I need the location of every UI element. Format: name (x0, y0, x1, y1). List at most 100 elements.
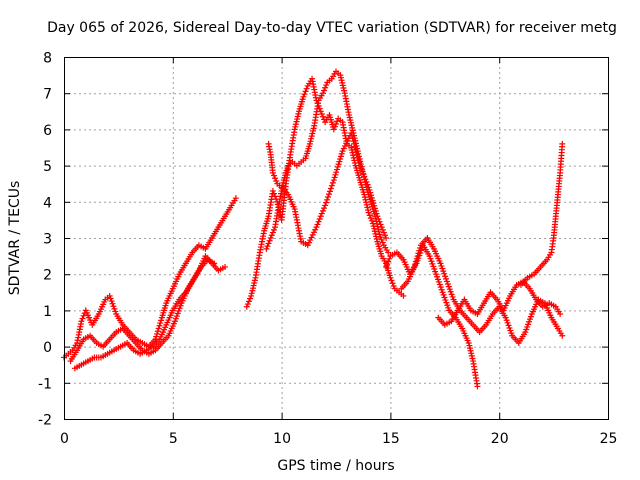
data-point (333, 169, 340, 176)
data-point (337, 156, 344, 163)
data-point (368, 217, 375, 224)
data-point (416, 247, 423, 254)
data-point (211, 260, 218, 267)
x-tick-label: 10 (273, 431, 291, 447)
data-point (330, 177, 337, 184)
data-point (323, 82, 330, 89)
data-point (362, 176, 369, 183)
data-point (325, 191, 332, 198)
data-point (371, 202, 378, 209)
data-point (322, 84, 329, 91)
data-point (358, 165, 365, 172)
y-tick-label: 6 (43, 123, 52, 139)
data-point (412, 261, 419, 268)
data-point (333, 120, 339, 127)
data-point (377, 221, 384, 228)
data-point (269, 229, 276, 236)
data-point (374, 213, 381, 220)
data-point (388, 277, 395, 284)
data-point (322, 202, 329, 209)
y-tick-label: 4 (43, 195, 52, 211)
data-point (371, 205, 378, 212)
data-point (378, 224, 385, 231)
grid-lines (64, 57, 608, 419)
y-tick-label: 2 (43, 268, 52, 284)
data-point (268, 232, 275, 239)
y-tick-label: -2 (38, 413, 52, 429)
data-point (319, 90, 326, 97)
data-point (300, 93, 307, 100)
data-points (61, 68, 566, 390)
data-point (384, 261, 391, 268)
series-track-j (517, 140, 566, 289)
series-track-c (67, 256, 218, 365)
data-point (348, 130, 355, 137)
data-point (313, 224, 320, 231)
data-point (361, 173, 368, 180)
data-point (244, 301, 251, 308)
data-point (372, 208, 379, 215)
data-point (330, 126, 337, 133)
data-point (222, 263, 229, 270)
data-point (378, 236, 385, 243)
data-point (385, 249, 392, 256)
data-point (272, 175, 279, 182)
data-point (354, 151, 361, 158)
data-point (314, 221, 321, 228)
data-point (559, 332, 566, 339)
data-point (318, 111, 325, 118)
data-point (319, 113, 326, 120)
data-point (78, 318, 85, 325)
chart-title: Day 065 of 2026, Sidereal Day-to-day VTE… (47, 20, 617, 36)
x-tick-label: 20 (491, 431, 509, 447)
plot-frame (64, 57, 609, 420)
data-point (269, 187, 276, 194)
data-point (270, 190, 277, 197)
x-tick-label: 25 (600, 431, 618, 447)
data-point (331, 174, 338, 181)
data-point (79, 315, 86, 322)
data-point (400, 292, 407, 299)
data-point (334, 163, 341, 170)
x-tick-label: 15 (382, 431, 400, 447)
data-point (369, 197, 376, 204)
data-point (266, 237, 273, 244)
data-point (273, 177, 280, 184)
data-point (263, 245, 270, 252)
data-point (353, 149, 360, 156)
x-tick-label: 0 (60, 431, 69, 447)
data-point (417, 244, 424, 251)
data-point (270, 226, 277, 233)
x-tick-label: 5 (169, 431, 178, 447)
data-point (315, 218, 322, 225)
y-tick-label: -1 (38, 376, 52, 392)
y-axis-label: SDTVAR / TECUs (7, 181, 23, 296)
data-point (326, 188, 333, 195)
data-point (334, 118, 341, 125)
data-point (265, 240, 272, 247)
data-point (373, 210, 380, 217)
data-point (386, 255, 393, 262)
data-point (319, 207, 326, 214)
data-point (328, 182, 335, 189)
tick-labels: 0 5 10 15 20 25 -2 -1 0 1 2 3 4 5 6 7 8 (38, 51, 617, 448)
data-point (366, 186, 373, 193)
data-point (267, 235, 274, 241)
data-point (377, 234, 384, 241)
data-point (157, 320, 164, 327)
data-point (247, 295, 254, 302)
series-track-h (398, 235, 566, 346)
data-point (365, 184, 372, 191)
series-track-f (265, 130, 390, 249)
y-tick-label: 5 (43, 159, 52, 175)
data-point (329, 179, 336, 186)
data-point (375, 215, 382, 222)
data-point (370, 200, 377, 207)
data-point (380, 229, 387, 236)
data-point (383, 263, 390, 270)
data-point (474, 383, 481, 390)
data-point (158, 317, 165, 324)
data-point (80, 312, 87, 319)
data-point (332, 171, 339, 178)
